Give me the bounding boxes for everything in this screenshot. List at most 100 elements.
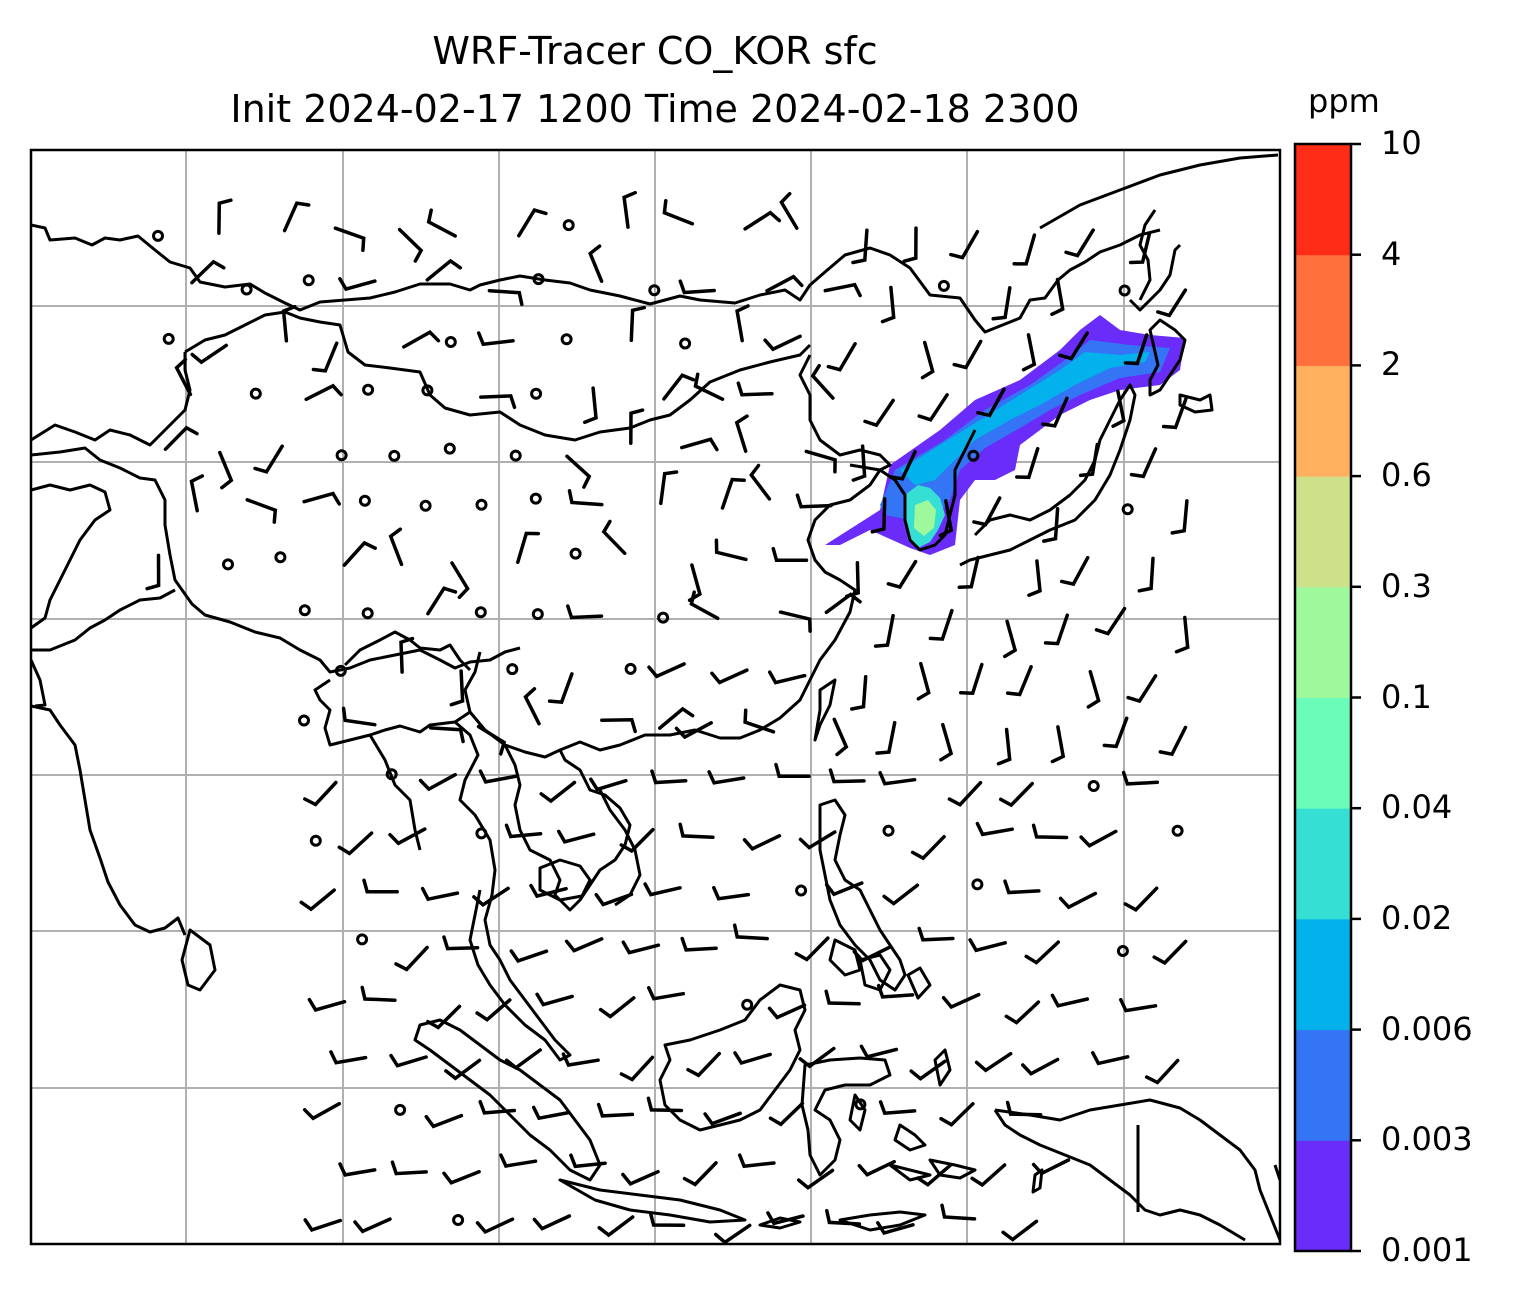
wind-barb [886, 559, 918, 590]
wind-barb [1128, 231, 1152, 265]
calm-wind-markers [152, 219, 1184, 1226]
plume-core [914, 500, 936, 536]
wind-barb [917, 393, 949, 422]
wind-barb [619, 827, 655, 854]
gridlines [31, 150, 1280, 1244]
wind-barb [302, 491, 341, 506]
wind-barb [598, 996, 636, 1019]
calm-marker [443, 442, 456, 455]
wind-barb [163, 425, 199, 451]
wind-barb [475, 1217, 515, 1235]
wind-barb [970, 1163, 1007, 1188]
wind-barb [426, 1004, 462, 1030]
colorbar-tick-label: 0.006 [1381, 1009, 1473, 1048]
wind-barb [1156, 288, 1188, 318]
wind-barb [826, 342, 857, 372]
wind-barb [876, 1221, 915, 1236]
wind-barb [333, 226, 366, 252]
wind-barb [689, 590, 720, 621]
wind-barb [1058, 891, 1098, 910]
wind-barb [952, 339, 983, 370]
calm-marker [569, 547, 582, 560]
wind-barb [307, 997, 347, 1012]
calm-marker [152, 229, 164, 242]
wind-barb [650, 769, 688, 785]
wind-barb [299, 888, 336, 912]
wind-barb [678, 822, 715, 840]
wind-barb [859, 1044, 899, 1059]
wind-barb [779, 191, 799, 230]
wind-barb [1004, 1000, 1041, 1025]
calm-marker [882, 824, 895, 837]
wind-barb [425, 258, 463, 282]
wind-barb [556, 829, 596, 844]
calm-marker [1087, 780, 1100, 792]
calm-marker [298, 714, 310, 727]
wind-barb [712, 885, 751, 901]
wind-barb [476, 331, 515, 347]
wind-barb [589, 777, 628, 792]
calm-marker [334, 664, 347, 677]
calm-marker [358, 494, 371, 507]
colorbar-segment [1295, 365, 1351, 477]
coastlines [31, 153, 1280, 1242]
calm-marker [475, 827, 488, 840]
wind-barb [810, 363, 835, 400]
wind-barb [1003, 619, 1018, 659]
wind-barb [1111, 389, 1126, 428]
calm-marker [967, 449, 980, 462]
wind-barb [1050, 725, 1066, 764]
colorbar-segment [1295, 476, 1351, 588]
calm-marker [741, 998, 754, 1011]
wind-barb [682, 1161, 718, 1187]
wind-barb [875, 720, 897, 755]
wind-barb [1043, 613, 1070, 646]
wind-barb [996, 727, 1012, 766]
wind-barb [771, 546, 809, 563]
wind-barb [596, 1102, 635, 1118]
wind-barb [1012, 233, 1037, 266]
wind-barb [804, 449, 837, 474]
wind-barb [565, 454, 592, 489]
wind-barb [743, 708, 776, 734]
wind-barb [189, 474, 205, 513]
wind-barb [852, 945, 891, 963]
wind-barb [674, 721, 713, 740]
colorbar-segment [1295, 586, 1351, 698]
wind-barb [878, 1100, 917, 1116]
calm-marker [302, 274, 315, 287]
wind-barb [774, 762, 811, 779]
calm-marker [361, 607, 374, 620]
wind-barb [621, 1169, 660, 1186]
wind-barb [707, 770, 746, 785]
colorbar-tick-label: 0.04 [1381, 788, 1453, 827]
colorbar-segment [1295, 254, 1351, 366]
wind-barb [561, 1052, 600, 1067]
wind-barb [1161, 397, 1188, 430]
colorbar-tick-label: 0.02 [1381, 898, 1453, 937]
wind-barb [1050, 993, 1090, 1008]
wind-barb [657, 706, 695, 730]
wind-barb [517, 208, 548, 238]
wind-barb [449, 669, 465, 707]
calm-marker [1121, 503, 1134, 516]
wind-barb [388, 527, 404, 567]
wind-barb [337, 831, 374, 856]
wind-barb [947, 780, 983, 807]
wind-barb [680, 936, 718, 952]
colorbar-segment [1295, 808, 1351, 920]
wind-barb [1123, 886, 1159, 912]
wind-barb [1121, 770, 1160, 786]
wind-barb [622, 190, 637, 229]
wind-barb [190, 259, 226, 285]
wind-barb [1031, 1158, 1071, 1176]
colorbar-tick-label: 0.3 [1381, 566, 1432, 605]
wind-barb [824, 592, 862, 615]
wind-barb [564, 937, 604, 953]
wind-barb [1129, 447, 1158, 479]
wind-barb [588, 244, 604, 283]
wind-barb [342, 540, 377, 567]
wind-barb [876, 983, 915, 999]
wind-barb [851, 228, 869, 265]
colorbar-segment [1295, 697, 1351, 809]
